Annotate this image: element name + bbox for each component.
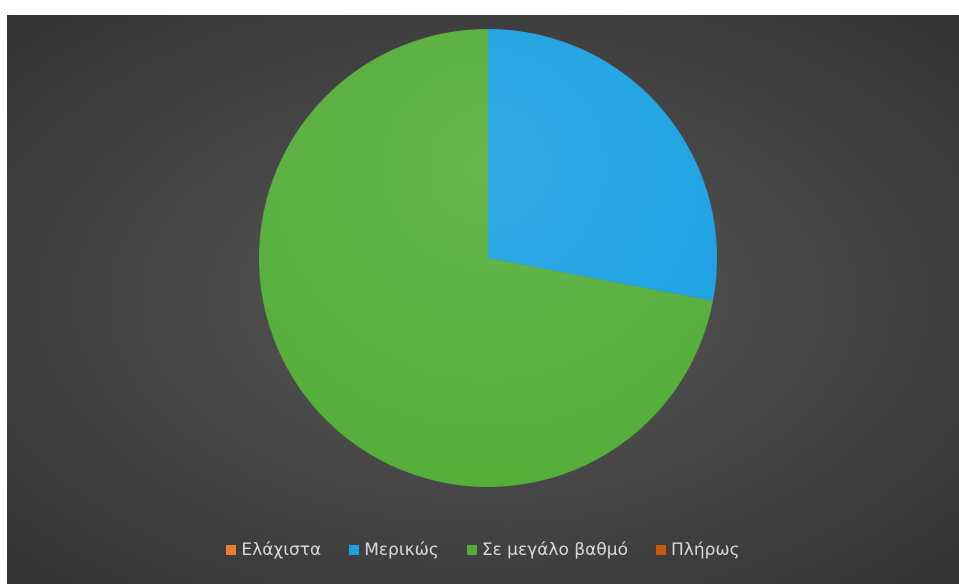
legend-item-se-megalo-vathmo: Σε μεγάλο βαθμό bbox=[466, 540, 628, 560]
legend-label: Ελάχιστα bbox=[241, 540, 322, 560]
legend-swatch bbox=[466, 545, 477, 555]
legend-swatch bbox=[226, 545, 237, 555]
legend-item-plirws: Πλήρως bbox=[655, 540, 740, 560]
pie-highlight bbox=[259, 29, 717, 487]
legend-item-merikos: Μερικώς bbox=[349, 540, 439, 560]
pie-chart bbox=[259, 29, 718, 488]
legend-item-elaxista: Ελάχιστα bbox=[226, 540, 321, 560]
legend: Ελάχιστα Μερικώς Σε μεγάλο βαθμό Πλήρως bbox=[7, 540, 959, 560]
chart-area: Ελάχιστα Μερικώς Σε μεγάλο βαθμό Πλήρως bbox=[7, 15, 959, 584]
legend-label: Σε μεγάλο βαθμό bbox=[481, 540, 628, 560]
legend-label: Πλήρως bbox=[670, 540, 740, 560]
legend-label: Μερικώς bbox=[364, 540, 439, 560]
legend-swatch bbox=[349, 545, 360, 555]
legend-swatch bbox=[655, 545, 666, 555]
